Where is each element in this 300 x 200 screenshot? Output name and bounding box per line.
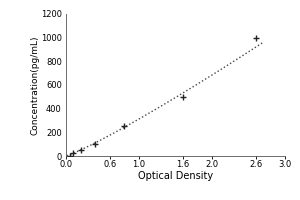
Y-axis label: Concentration(pg/mL): Concentration(pg/mL) <box>30 35 39 135</box>
X-axis label: Optical Density: Optical Density <box>138 171 213 181</box>
